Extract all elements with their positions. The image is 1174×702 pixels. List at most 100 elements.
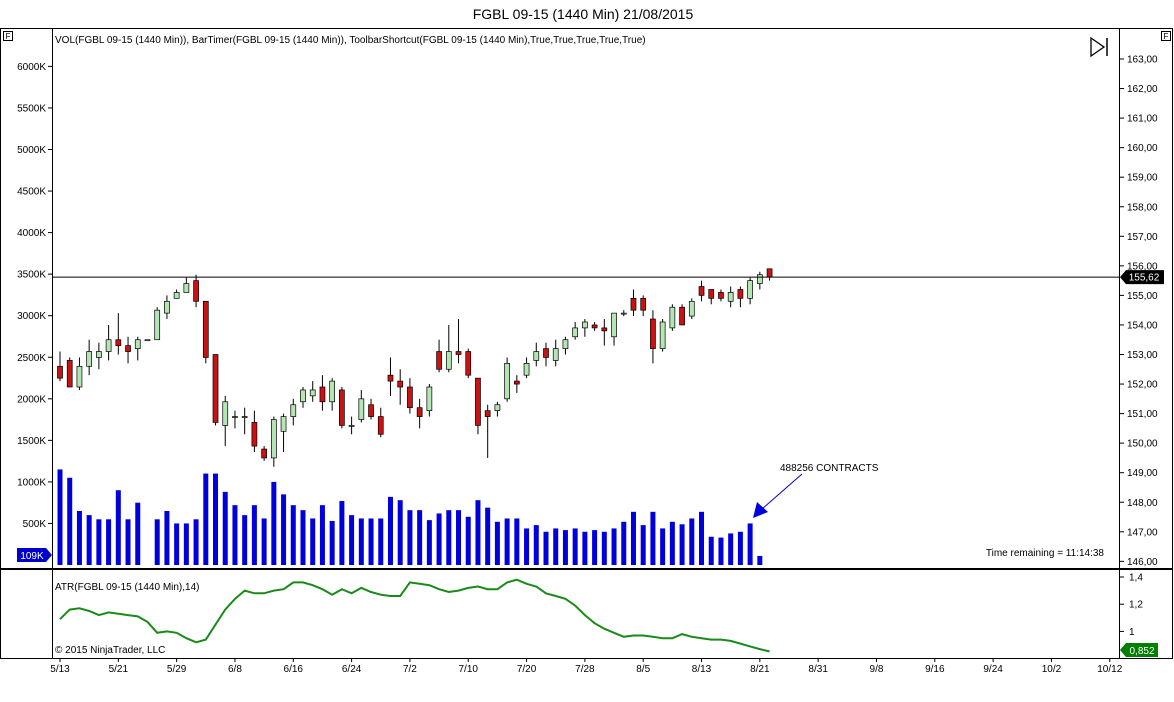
candle-up (280, 416, 287, 432)
candle-up (533, 351, 540, 361)
candle-down (407, 386, 413, 409)
volume-bar (319, 505, 325, 565)
volume-bar (592, 530, 598, 565)
atr-panel-frame (0, 569, 1173, 659)
volume-bar (436, 513, 442, 565)
candle-down (465, 351, 472, 376)
price-tick-label: 157,00 (1127, 232, 1158, 243)
candle-up (232, 416, 238, 418)
atr-line (59, 578, 770, 653)
volume-bar (232, 505, 238, 565)
volume-axis: 6000K 5500K 5000K 4500K 4000K 3500K 3000K 2500K… (17, 62, 53, 530)
candle-down (57, 365, 63, 379)
svg-text:109K: 109K (20, 551, 44, 562)
atr-label: ATR(FGBL 09-15 (1440 Min),14) (55, 582, 200, 593)
toolbar-shortcut-icon[interactable] (1090, 36, 1108, 58)
panel-f-button-right[interactable]: F (1161, 31, 1171, 42)
volume-bar (621, 521, 627, 565)
volume-bar (213, 473, 219, 565)
volume-tick-label: 4500K (17, 187, 46, 198)
candle-down (397, 380, 404, 388)
volume-bar (660, 528, 666, 565)
price-tick-label: 151,00 (1127, 409, 1158, 420)
volume-bar (174, 523, 180, 565)
candle-up (572, 327, 579, 338)
volume-bar (718, 537, 724, 565)
panel-f-button-left[interactable]: F (3, 31, 13, 42)
candle-down (416, 407, 423, 417)
date-tick-label: 6/16 (284, 664, 304, 675)
volume-bar (553, 528, 559, 565)
candle-up (756, 274, 763, 284)
candle-up (86, 351, 93, 367)
candle-up (611, 312, 617, 338)
volume-bar (271, 481, 277, 565)
current-price-flag: 155,62 (1120, 270, 1164, 285)
volume-bar (446, 510, 452, 565)
candle-up (358, 398, 365, 420)
volume-bar (251, 505, 257, 565)
volume-tick-label: 5000K (17, 145, 46, 156)
volume-bar (397, 500, 403, 565)
volume-tick-label: 2000K (17, 394, 46, 405)
volume-bar (164, 510, 170, 565)
date-tick-label: 8/21 (750, 664, 770, 675)
contracts-annotation: 488256 CONTRACTS (780, 463, 879, 474)
svg-text:0,852: 0,852 (1129, 646, 1154, 657)
volume-bar (300, 510, 306, 565)
volume-bar (387, 496, 393, 565)
volume-bar (737, 531, 743, 565)
volume-bar (339, 501, 345, 565)
date-tick-label: 5/29 (167, 664, 187, 675)
atr-axis: 1,4 1,2 1 (1119, 573, 1143, 638)
candle-up (144, 339, 151, 342)
candlesticks (57, 268, 773, 467)
candle-down (436, 351, 442, 370)
candle-up (747, 280, 753, 299)
candle-up (620, 312, 627, 315)
candle-up (222, 401, 229, 426)
volume-bar (485, 507, 491, 565)
volume-bar (222, 491, 228, 565)
price-tick-label: 148,00 (1127, 498, 1158, 509)
volume-tick-label: 1000K (17, 477, 46, 488)
candle-down (601, 327, 608, 332)
volume-tick-label: 5500K (17, 103, 46, 114)
date-tick-label: 10/12 (1097, 664, 1122, 675)
volume-bar (504, 518, 510, 565)
chart-title: FGBL 09-15 (1440 Min) 21/08/2015 (473, 6, 694, 22)
volume-bar (728, 533, 734, 565)
volume-bar (76, 510, 82, 565)
candle-down (708, 289, 715, 299)
candle-up (504, 363, 510, 400)
volume-bar (183, 523, 189, 565)
date-tick-label: 10/2 (1042, 664, 1062, 675)
candle-up (270, 419, 277, 459)
price-tick-label: 159,00 (1127, 173, 1158, 184)
volume-bar (261, 518, 267, 565)
candle-down (202, 300, 209, 358)
price-tick-label: 146,00 (1127, 557, 1158, 568)
volume-bar (689, 518, 695, 565)
candle-up (582, 321, 588, 329)
svg-text:F: F (1164, 32, 1169, 41)
candle-up (494, 404, 501, 411)
candle-down (319, 386, 326, 403)
date-tick-label: 5/21 (109, 664, 129, 675)
volume-bar (708, 536, 714, 565)
candle-up (134, 339, 141, 349)
volume-bar (349, 515, 355, 565)
price-tick-label: 153,00 (1127, 350, 1158, 361)
volume-bar (193, 519, 199, 565)
candle-up (552, 348, 559, 361)
candle-down (630, 298, 637, 311)
price-tick-label: 149,00 (1127, 468, 1158, 479)
copyright: © 2015 NinjaTrader, LLC (55, 645, 165, 656)
candle-up (154, 309, 161, 341)
volume-bar (572, 528, 578, 565)
candle-up (173, 292, 180, 299)
volume-bar (57, 469, 63, 565)
price-axis: 163,00 162,00 161,00 160,00 159,00 158,00 157,… (1119, 55, 1158, 568)
volume-bar (630, 511, 636, 565)
candle-down (640, 298, 647, 311)
